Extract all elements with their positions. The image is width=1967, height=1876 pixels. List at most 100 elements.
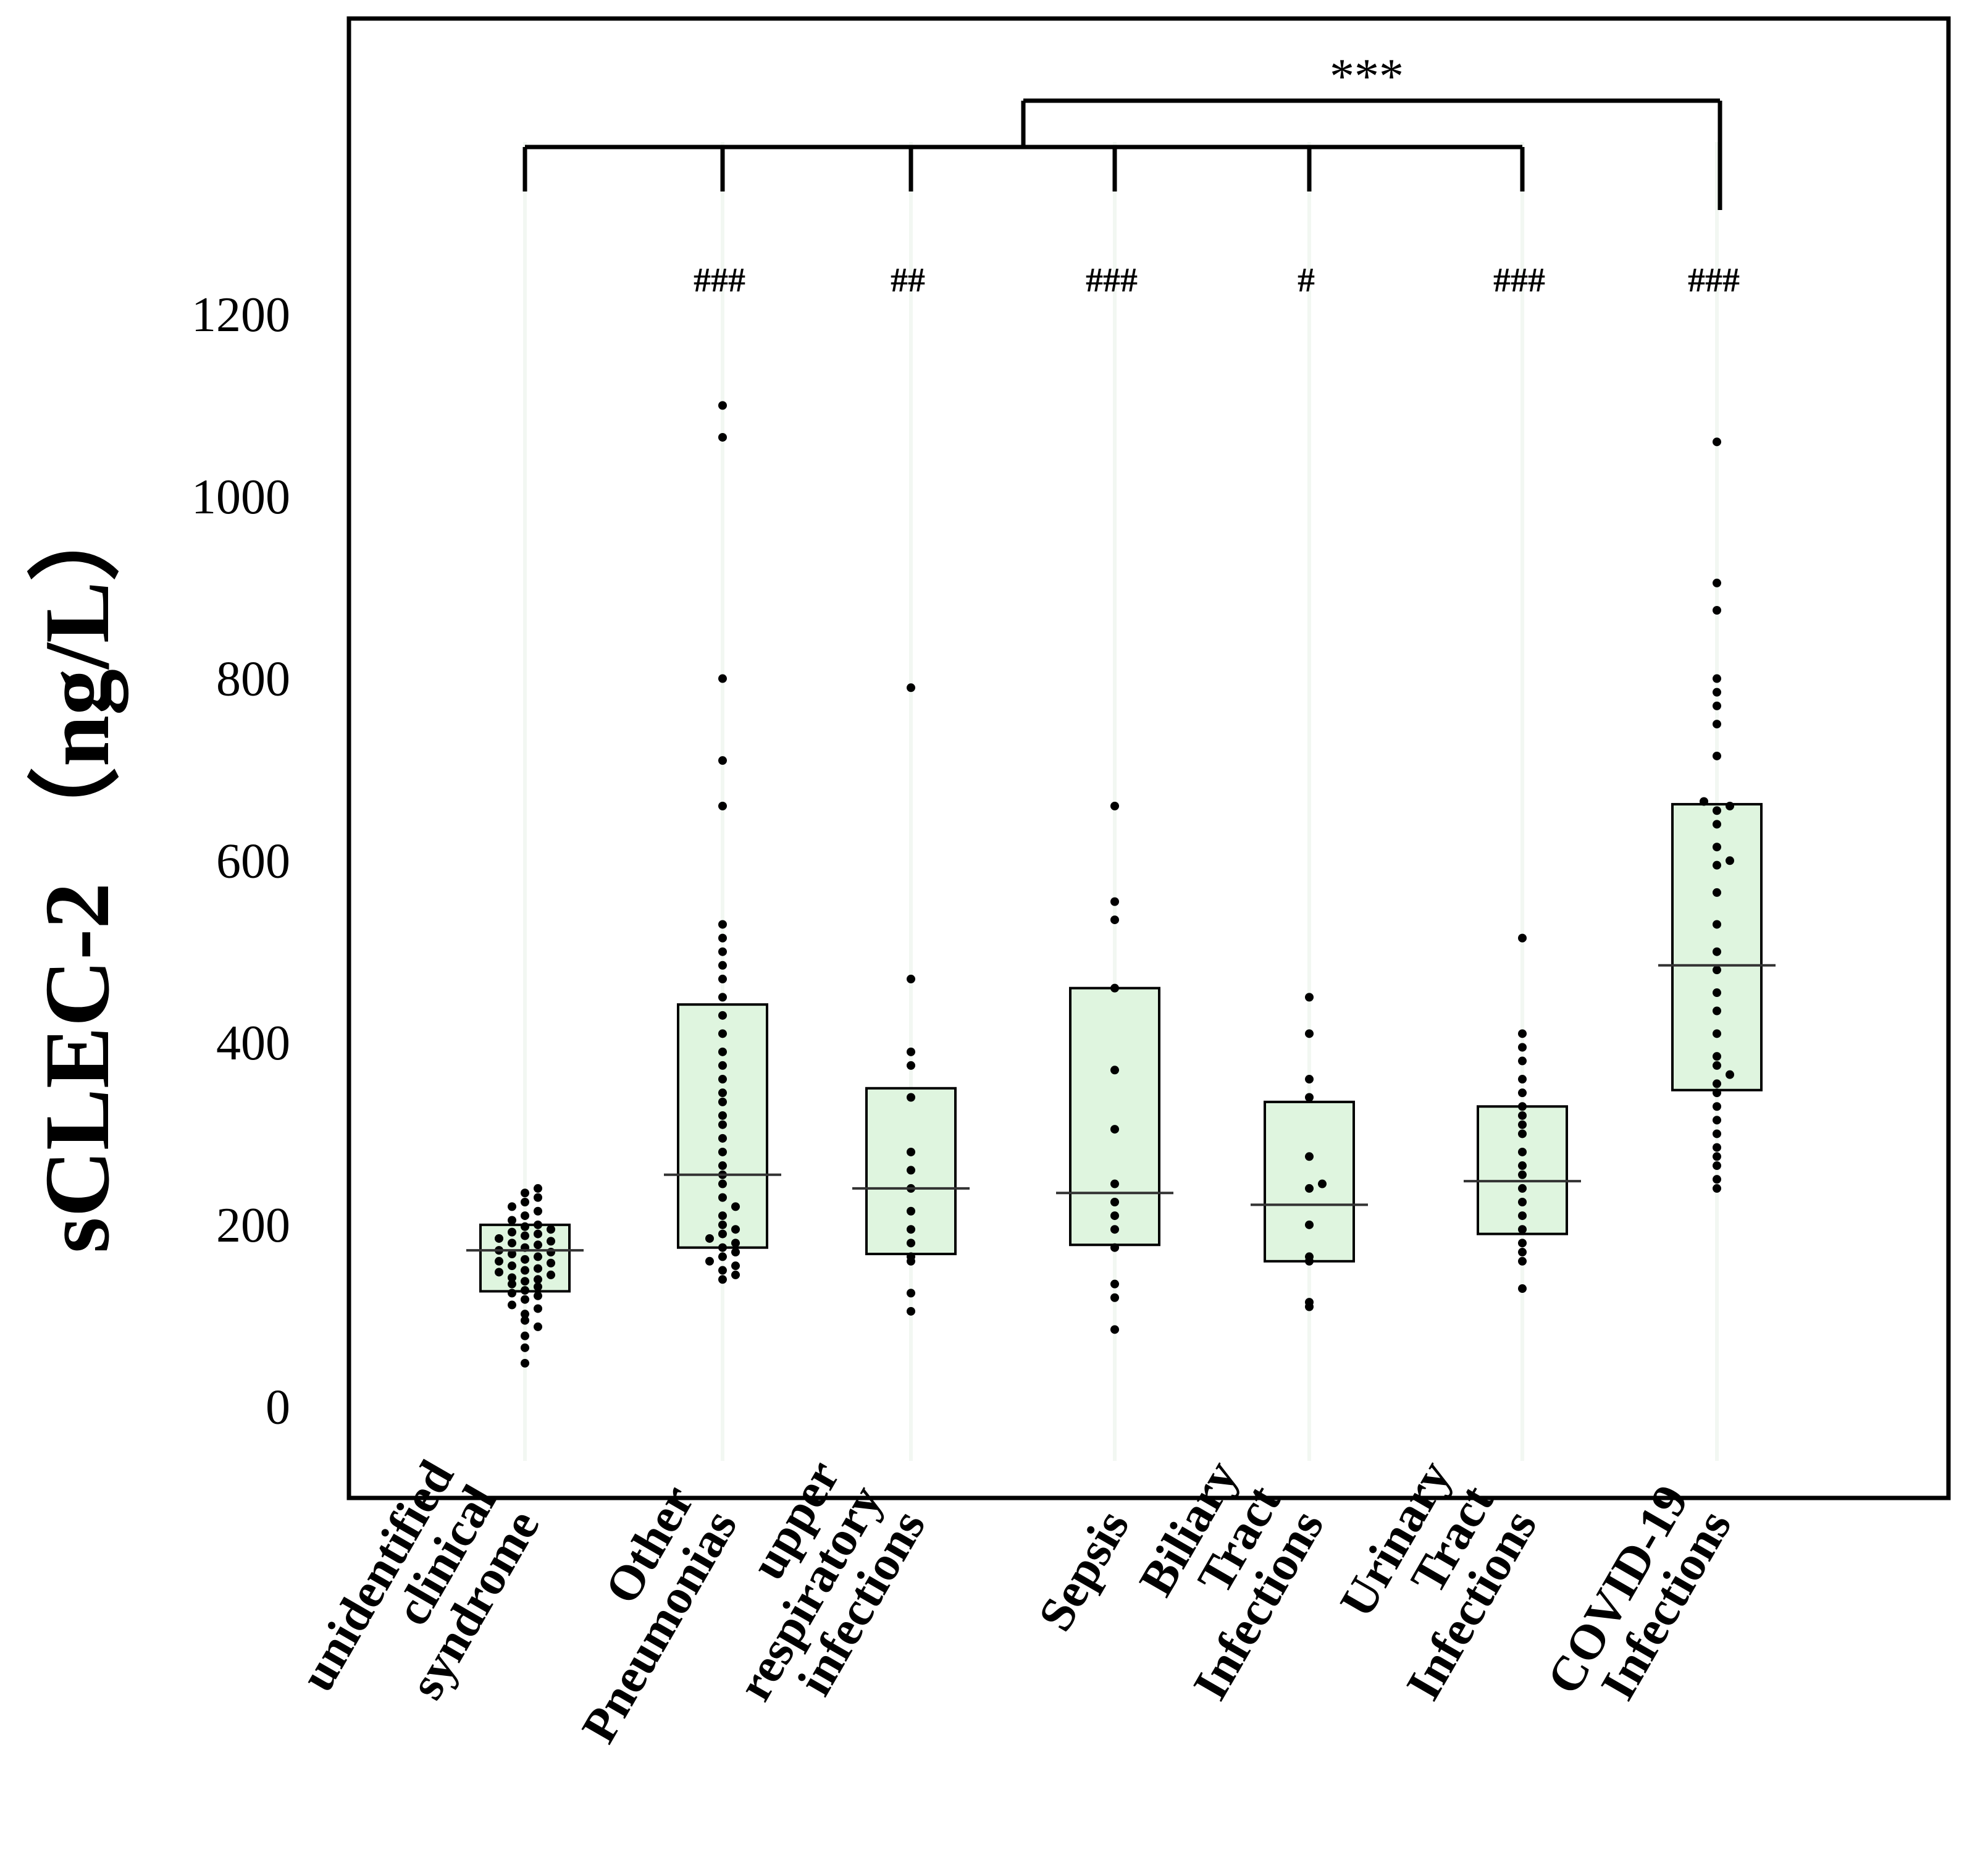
data-point-unidentified-clinical-syndrome <box>508 1279 516 1289</box>
data-point-urinary-tract-infections <box>1518 1170 1527 1179</box>
data-point-unidentified-clinical-syndrome <box>508 1273 516 1282</box>
data-point-covid-19-infections <box>1713 860 1721 870</box>
data-point-covid-19-infections <box>1713 751 1721 760</box>
data-point-other-pneumonias <box>718 1220 727 1229</box>
data-point-sepsis <box>1110 915 1119 925</box>
data-point-unidentified-clinical-syndrome <box>534 1240 542 1250</box>
data-point-covid-19-infections <box>1713 606 1721 615</box>
data-point-upper-respiratory-infections <box>907 1225 915 1234</box>
data-point-other-pneumonias <box>718 1147 727 1156</box>
data-point-upper-respiratory-infections <box>907 1147 915 1156</box>
box-covid-19-infections <box>1671 802 1763 1092</box>
data-point-covid-19-infections <box>1713 1143 1721 1152</box>
data-point-biliary-tract-infections <box>1305 993 1314 1002</box>
data-point-upper-respiratory-infections <box>907 974 915 983</box>
data-point-urinary-tract-infections <box>1518 1075 1527 1084</box>
significance-sepsis: ### <box>1086 261 1138 300</box>
data-point-unidentified-clinical-syndrome <box>508 1227 516 1237</box>
data-point-other-pneumonias <box>718 1029 727 1038</box>
data-point-biliary-tract-infections <box>1305 1093 1314 1102</box>
data-point-other-pneumonias <box>718 801 727 810</box>
data-point-unidentified-clinical-syndrome <box>534 1282 542 1292</box>
data-point-urinary-tract-infections <box>1518 1184 1527 1193</box>
data-point-sepsis <box>1110 1179 1119 1188</box>
data-point-covid-19-infections <box>1713 1184 1721 1193</box>
data-point-urinary-tract-infections <box>1518 1102 1527 1111</box>
data-point-upper-respiratory-infections <box>907 683 915 692</box>
data-point-urinary-tract-infections <box>1518 1043 1527 1052</box>
y-axis-title: sCLEC-2 （ng/L） <box>26 489 128 1253</box>
category-label-other-pneumonias: OtherPneumonias <box>529 1476 747 1752</box>
data-point-urinary-tract-infections <box>1518 1129 1527 1138</box>
data-point-other-pneumonias <box>718 933 727 943</box>
y-tick-label: 600 <box>216 834 290 888</box>
category-label-upper-respiratory-infections: upperrespiratoryinfections <box>684 1452 936 1734</box>
data-point-covid-19-infections <box>1713 920 1721 929</box>
data-point-urinary-tract-infections <box>1518 1198 1527 1206</box>
data-point-urinary-tract-infections <box>1518 1161 1527 1171</box>
data-point-covid-19-infections <box>1713 1175 1721 1184</box>
data-point-upper-respiratory-infections <box>907 1306 915 1316</box>
y-axis-ticks: 0 200 400 600 800 1000 1200 <box>191 288 290 1435</box>
data-point-unidentified-clinical-syndrome <box>495 1234 503 1243</box>
data-point-other-pneumonias <box>718 947 727 956</box>
data-point-sepsis <box>1110 897 1119 906</box>
data-point-covid-19-infections <box>1713 820 1721 829</box>
data-point-upper-respiratory-infections <box>907 1061 915 1070</box>
y-tick-label: 800 <box>216 652 290 707</box>
data-point-other-pneumonias <box>718 1193 727 1202</box>
data-point-unidentified-clinical-syndrome <box>508 1202 516 1211</box>
data-point-urinary-tract-infections <box>1518 933 1527 943</box>
data-point-unidentified-clinical-syndrome <box>521 1316 529 1325</box>
data-point-urinary-tract-infections <box>1518 1225 1527 1234</box>
data-point-upper-respiratory-infections <box>907 1166 915 1175</box>
data-point-sepsis <box>1110 1225 1119 1234</box>
data-point-urinary-tract-infections <box>1518 1239 1527 1248</box>
data-point-covid-19-infections <box>1700 797 1708 806</box>
data-point-urinary-tract-infections <box>1518 1284 1527 1293</box>
y-tick-label: 200 <box>216 1198 290 1253</box>
data-point-covid-19-infections <box>1726 1070 1734 1079</box>
data-point-unidentified-clinical-syndrome <box>521 1295 529 1304</box>
data-point-unidentified-clinical-syndrome <box>521 1343 529 1352</box>
data-point-sepsis <box>1110 1198 1119 1206</box>
category-label-line: Sepsis <box>1028 1501 1140 1640</box>
data-point-urinary-tract-infections <box>1518 1056 1527 1066</box>
data-point-upper-respiratory-infections <box>907 1252 915 1261</box>
data-point-unidentified-clinical-syndrome <box>521 1211 529 1221</box>
data-point-other-pneumonias <box>731 1248 740 1257</box>
data-point-unidentified-clinical-syndrome <box>534 1291 542 1300</box>
data-point-other-pneumonias <box>718 401 727 410</box>
data-point-covid-19-infections <box>1726 856 1734 865</box>
data-point-other-pneumonias <box>718 432 727 442</box>
data-point-sepsis <box>1110 1125 1119 1134</box>
data-point-other-pneumonias <box>718 1266 727 1275</box>
data-point-unidentified-clinical-syndrome <box>521 1222 529 1231</box>
data-point-biliary-tract-infections <box>1305 1252 1314 1261</box>
significance-upper-respiratory-infections: ## <box>891 261 925 300</box>
data-point-upper-respiratory-infections <box>907 1289 915 1298</box>
data-point-covid-19-infections <box>1713 1061 1721 1070</box>
data-point-unidentified-clinical-syndrome <box>534 1304 542 1313</box>
data-point-upper-respiratory-infections <box>907 1093 915 1102</box>
data-point-covid-19-infections <box>1713 578 1721 587</box>
data-point-sepsis <box>1110 983 1119 993</box>
data-point-sepsis <box>1110 1243 1119 1252</box>
data-point-covid-19-infections <box>1713 1116 1721 1125</box>
data-point-other-pneumonias <box>718 993 727 1002</box>
data-point-sepsis <box>1110 801 1119 810</box>
data-point-other-pneumonias <box>718 961 727 970</box>
data-point-unidentified-clinical-syndrome <box>534 1220 542 1229</box>
data-point-covid-19-infections <box>1713 720 1721 729</box>
data-point-unidentified-clinical-syndrome <box>508 1261 516 1271</box>
data-point-sepsis <box>1110 1293 1119 1302</box>
data-point-unidentified-clinical-syndrome <box>508 1216 516 1225</box>
data-point-other-pneumonias <box>705 1256 714 1266</box>
data-point-covid-19-infections <box>1713 1102 1721 1111</box>
data-point-biliary-tract-infections <box>1318 1179 1327 1188</box>
data-point-biliary-tract-infections <box>1305 1152 1314 1161</box>
data-point-biliary-tract-infections <box>1305 1220 1314 1229</box>
data-point-other-pneumonias <box>731 1261 740 1271</box>
data-point-covid-19-infections <box>1713 674 1721 683</box>
